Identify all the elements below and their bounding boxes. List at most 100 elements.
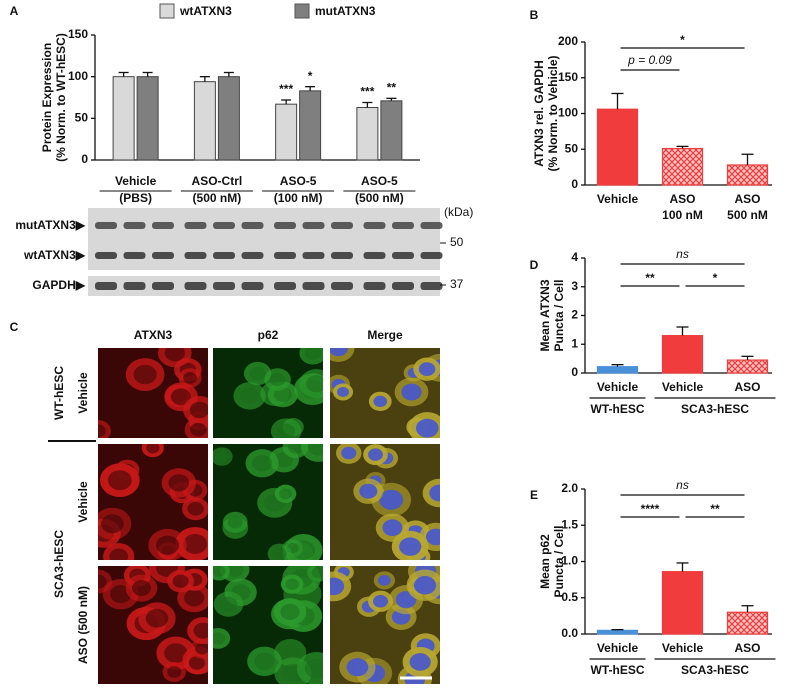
nucleus [373,395,388,408]
significance-label: p = 0.09 [627,53,672,67]
category-label: ASO-Ctrl [192,174,243,188]
nucleus [415,418,439,438]
micrograph [330,444,440,560]
blot [88,208,440,270]
row-label: Vehicle [76,372,90,414]
nucleus [429,484,440,502]
nucleus [401,383,422,401]
blot-band [331,252,353,259]
blot-band [331,282,353,290]
row-label: ASO (500 nM) [76,586,90,664]
nucleus [304,658,323,679]
y-axis-label: Mean p62 [538,534,552,589]
blot-band [95,222,117,229]
blot-band [213,222,235,229]
category-label: Vehicle [597,641,639,655]
blot-band [95,282,117,290]
category-sublabel: 500 nM [727,208,768,222]
nucleus [372,595,389,608]
micrograph [98,566,208,684]
nucleus [399,537,422,556]
nucleus [341,446,357,460]
category-sublabel: (500 nM) [355,191,404,205]
nucleus [311,567,323,579]
nucleus [307,444,323,456]
nucleus [98,574,107,589]
y-tick-label: 0 [571,177,578,191]
bar [726,164,769,186]
category-sublabel: (PBS) [119,191,152,205]
blot-marker: 50 [450,235,464,249]
bar [661,335,704,374]
bar [596,366,639,374]
column-header: p62 [258,328,279,342]
y-axis-label: ATXN3 rel. GAPDH [532,60,546,166]
bar [726,359,769,374]
nucleus [98,424,106,438]
nucleus [425,528,440,546]
y-tick-label: 1.5 [561,517,578,531]
nucleus [249,366,266,381]
micrograph [213,444,323,560]
nucleus [213,566,226,577]
blot-band [152,282,174,290]
y-tick-label: 1.0 [561,554,578,568]
blot-band [152,252,174,259]
blot-band [213,252,235,259]
y-tick-label: 100 [558,106,578,120]
nucleus [279,488,293,500]
blot-band [95,252,117,259]
blot-band [302,252,325,259]
nucleus [304,348,322,360]
panel-label: C [10,320,19,334]
nucleus [172,574,189,588]
y-tick-label: 0 [571,365,578,379]
significance-label: ns [676,247,689,261]
significance-label: * [713,271,718,285]
blot-band [241,252,264,259]
category-label: Vehicle [597,192,639,206]
y-axis-label: (% Norm. to Vehicle) [546,55,560,171]
y-tick-label: 150 [558,70,578,84]
y-tick-label: 150 [68,27,88,41]
nucleus [276,423,296,438]
blot-band [392,222,414,229]
bar [299,90,322,161]
y-tick-label: 50 [565,141,579,155]
blot-band [363,282,386,290]
row-label: Vehicle [76,481,90,523]
y-tick-label: 1 [571,336,578,350]
group-label: SCA3-hESC [52,530,66,598]
micrograph [213,566,323,684]
nucleus [330,577,345,596]
nucleus [164,643,188,663]
y-tick-label: 2.0 [561,481,578,495]
nucleus [133,364,157,385]
blot-band [420,252,443,259]
blot-band [420,222,443,229]
nucleus [225,566,244,577]
group-label: WT-hESC [52,366,66,420]
legend-swatch [159,3,175,19]
nucleus [215,451,229,462]
nucleus [272,547,287,560]
bar [661,571,704,635]
y-tick-label: 200 [558,34,578,48]
nucleus [213,632,226,645]
y-tick-label: 0.5 [561,590,578,604]
bar [275,103,298,161]
bar [356,107,379,161]
nucleus [145,608,169,628]
blot-band [363,252,386,259]
nucleus [377,575,391,586]
panel-label: E [530,488,538,502]
nucleus [164,348,185,362]
blot-band [363,222,386,229]
nucleus [252,454,273,472]
nucleus [190,422,207,437]
blot-band [184,252,207,259]
y-axis-label: (% Norm. to WT-hESC) [54,33,68,162]
significance-label: ** [645,271,655,285]
micrograph [213,348,323,438]
